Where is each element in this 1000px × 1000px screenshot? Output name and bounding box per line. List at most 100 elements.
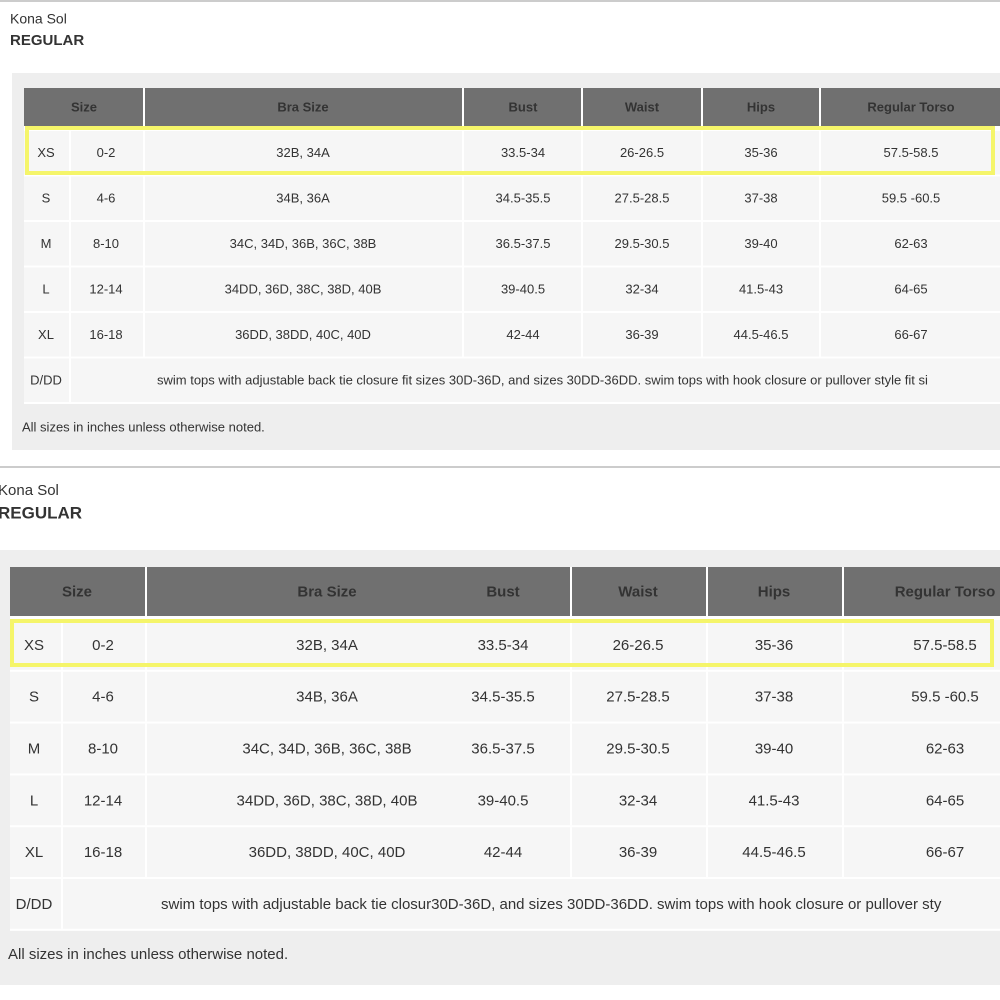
table-row — [24, 358, 1000, 402]
cell-text: 32B, 34A — [276, 145, 330, 160]
cell-text: XS — [37, 145, 55, 160]
table-row — [10, 723, 1000, 774]
footnote: All sizes in inches unless otherwise not… — [8, 946, 288, 963]
cell-text: 8-10 — [93, 236, 119, 251]
cell-text: 66-67 — [894, 327, 927, 342]
cell-text: 36DD, 38DD, 40C, 40D — [249, 844, 406, 861]
cell-text: S — [29, 689, 39, 706]
cell-text: 29.5-30.5 — [606, 740, 669, 757]
cell-text: 62-63 — [926, 740, 964, 757]
column-header: Waist — [618, 583, 657, 600]
table-row — [10, 671, 1000, 722]
cell-text: 29.5-30.5 — [615, 236, 670, 251]
cell-text: 41.5-43 — [739, 282, 783, 297]
cell-text: 4-6 — [97, 191, 116, 206]
cell-text: 26-26.5 — [620, 145, 664, 160]
cell-text: 34DD, 36D, 38C, 38D, 40B — [225, 282, 382, 297]
cell-text: 35-36 — [755, 637, 793, 654]
cell-text: 41.5-43 — [749, 792, 800, 809]
cell-text: 26-26.5 — [613, 637, 664, 654]
column-header: Size — [62, 583, 92, 600]
table-row — [10, 879, 1000, 929]
cell-text: 34.5-35.5 — [496, 191, 551, 206]
cell-text: XL — [38, 327, 54, 342]
dd-label: D/DD — [30, 373, 62, 388]
cell-text: 39-40.5 — [478, 792, 529, 809]
column-header: Waist — [625, 99, 660, 114]
cell-text: XL — [25, 844, 43, 861]
cell-text: 16-18 — [89, 327, 122, 342]
column-header: Bust — [509, 99, 539, 114]
table-row — [24, 267, 1000, 311]
cell-text: 59.5 -60.5 — [882, 191, 941, 206]
cell-text: 12-14 — [89, 282, 122, 297]
cell-text: 35-36 — [744, 145, 777, 160]
cell-text: 34C, 34D, 36B, 36C, 38B — [230, 236, 377, 251]
table-row — [24, 313, 1000, 357]
table-row — [10, 775, 1000, 826]
column-header: Bust — [486, 583, 519, 600]
table-row — [10, 620, 1000, 670]
cell-text: L — [30, 792, 38, 809]
highlight-box — [25, 126, 995, 175]
cell-text: 34B, 36A — [296, 689, 358, 706]
cell-text: 37-38 — [755, 689, 793, 706]
cell-text: 27.5-28.5 — [606, 689, 669, 706]
cell-text: 32-34 — [619, 792, 657, 809]
cell-text: 39-40 — [744, 236, 777, 251]
cell-text: 36DD, 38DD, 40C, 40D — [235, 327, 371, 342]
cell-text: 33.5-34 — [501, 145, 545, 160]
cell-text: 37-38 — [744, 191, 777, 206]
cell-text: 62-63 — [894, 236, 927, 251]
cell-text: S — [42, 191, 51, 206]
cell-text: M — [28, 740, 41, 757]
cell-text: M — [41, 236, 52, 251]
cell-text: 34DD, 36D, 38C, 38D, 40B — [237, 792, 418, 809]
cell-text: 44.5-46.5 — [734, 327, 789, 342]
cell-text: 34B, 36A — [276, 191, 330, 206]
table-row — [24, 176, 1000, 220]
brand-name: Kona Sol — [10, 11, 67, 27]
cell-text: 33.5-34 — [478, 637, 529, 654]
cell-text: 57.5-58.5 — [913, 637, 976, 654]
column-header: Size — [71, 99, 97, 114]
brand-name: Kona Sol — [0, 482, 59, 499]
cell-text: 36.5-37.5 — [471, 740, 534, 757]
column-header: Regular Torso — [895, 583, 996, 600]
cell-text: 39-40.5 — [501, 282, 545, 297]
table-row — [24, 222, 1000, 266]
cell-text: 36.5-37.5 — [496, 236, 551, 251]
cell-text: 27.5-28.5 — [615, 191, 670, 206]
cell-text: L — [42, 282, 49, 297]
cell-text: 44.5-46.5 — [742, 844, 805, 861]
fit-label: REGULAR — [0, 503, 82, 522]
cell-text: 4-6 — [92, 689, 114, 706]
dd-text: swim tops with adjustable back tie closu… — [161, 896, 942, 913]
highlight-box — [10, 619, 994, 667]
table-row — [10, 827, 1000, 877]
cell-text: 34.5-35.5 — [471, 689, 534, 706]
cell-text: 12-14 — [84, 792, 122, 809]
cell-text: 57.5-58.5 — [884, 145, 939, 160]
cell-text: 0-2 — [92, 637, 114, 654]
cell-text: 42-44 — [484, 844, 522, 861]
cell-text: XS — [24, 637, 44, 654]
cell-text: 36-39 — [619, 844, 657, 861]
cell-text: 16-18 — [84, 844, 122, 861]
dd-text: swim tops with adjustable back tie closu… — [157, 373, 928, 388]
cell-text: 39-40 — [755, 740, 793, 757]
cell-text: 64-65 — [894, 282, 927, 297]
column-header: Hips — [758, 583, 791, 600]
table-row — [24, 131, 1000, 175]
cell-text: 32B, 34A — [296, 637, 358, 654]
cell-text: 66-67 — [926, 844, 964, 861]
column-header: Bra Size — [277, 99, 328, 114]
cell-text: 32-34 — [625, 282, 658, 297]
dd-label: D/DD — [16, 896, 53, 913]
column-header: Bra Size — [297, 583, 356, 600]
fit-label: REGULAR — [10, 32, 84, 49]
cell-text: 0-2 — [97, 145, 116, 160]
footnote: All sizes in inches unless otherwise not… — [22, 419, 265, 434]
